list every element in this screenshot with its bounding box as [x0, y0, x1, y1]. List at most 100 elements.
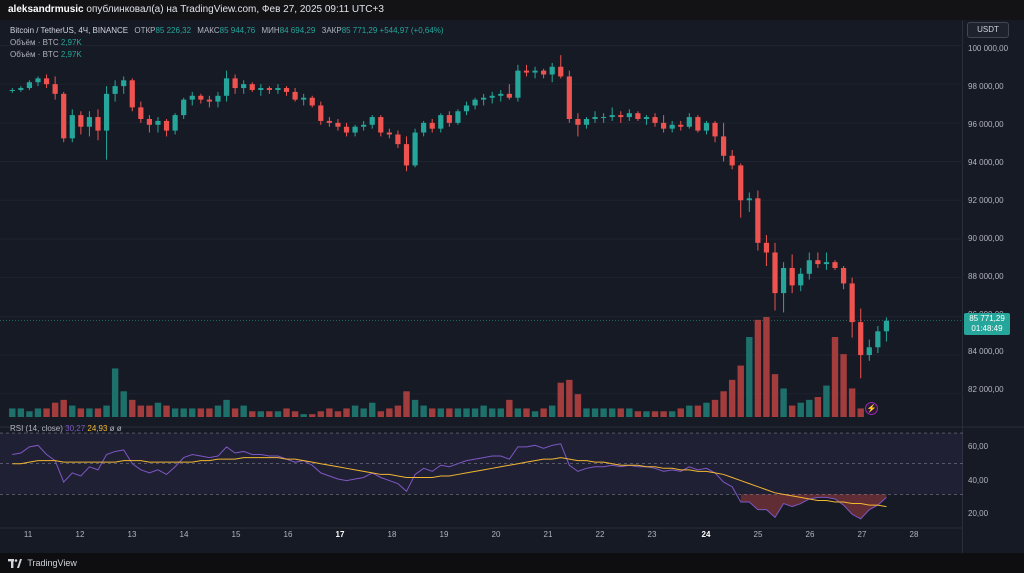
tradingview-logo-icon[interactable] — [8, 559, 22, 569]
candle-body — [172, 115, 178, 131]
candle-body — [223, 78, 230, 96]
candle-body — [421, 122, 427, 133]
open-label: ОТКР — [134, 26, 156, 35]
rsi-ma-value: 24,93 — [87, 424, 108, 433]
candle-body — [352, 126, 358, 133]
candle-body — [446, 115, 452, 123]
candle-body — [455, 111, 461, 123]
candle-body — [386, 132, 392, 135]
time-axis-label: 17 — [335, 530, 345, 539]
time-axis-label: 23 — [647, 530, 657, 539]
candle-body — [866, 347, 872, 356]
volume-bar — [60, 399, 67, 417]
change-value: +544,97 (+0,64%) — [379, 26, 444, 35]
volume-label: Объём · BTC — [10, 38, 59, 47]
volume-bar — [857, 408, 864, 417]
candle-body — [103, 93, 110, 131]
candle-body — [738, 165, 744, 201]
candle-body — [241, 84, 247, 89]
volume-bar — [9, 408, 16, 417]
volume-bar — [249, 411, 256, 417]
volume-bar — [351, 405, 359, 417]
volume-bar — [154, 402, 162, 417]
volume-bar — [771, 374, 779, 417]
candle-body — [506, 93, 512, 98]
price-axis-label: 92 000,00 — [968, 196, 1004, 205]
lightning-alert-icon[interactable]: ⚡ — [865, 402, 878, 415]
candle-body — [832, 262, 838, 268]
candle-body — [755, 198, 761, 243]
rsi-name: RSI (14, close) — [10, 424, 63, 433]
volume-bar — [343, 408, 350, 417]
volume-bar — [43, 408, 50, 417]
rsi-pane — [0, 426, 1024, 529]
candle-body — [335, 122, 341, 127]
candle-body — [146, 118, 153, 125]
candle-body — [669, 124, 675, 129]
volume-legend-row[interactable]: Объём · BTC 2,97K — [10, 37, 444, 49]
time-axis-label: 16 — [283, 530, 293, 539]
last-price-value: 85 771,29 — [969, 314, 1005, 323]
volume-bar — [223, 399, 230, 417]
volume-bar — [129, 399, 136, 417]
time-axis-label: 25 — [753, 530, 763, 539]
published-text: опублинковал(а) на TradingView.com, Фев … — [86, 4, 384, 15]
candle-body — [18, 88, 24, 90]
volume-bar — [111, 368, 119, 417]
candle-body — [86, 117, 93, 127]
main-legend: Bitcoin / TetherUS, 4Ч, BINANCE ОТКР85 2… — [10, 25, 444, 61]
time-axis[interactable]: 11 12 13 14 15 16 17 18 19 20 21 22 23 2… — [0, 530, 963, 544]
footer-bar: TradingView — [0, 553, 1024, 573]
volume-bar — [668, 411, 676, 417]
rsi-axis-label: 20,00 — [968, 509, 989, 518]
volume-bar — [394, 405, 402, 417]
candle-body — [369, 117, 375, 125]
volume-bar — [531, 411, 539, 417]
candle-body — [232, 78, 238, 89]
volume-bar — [608, 408, 616, 417]
candle-body — [163, 120, 170, 131]
candle-body — [155, 120, 161, 125]
currency-button[interactable]: USDT — [967, 22, 1009, 38]
volume-bar — [523, 408, 530, 417]
candle-body — [489, 95, 495, 98]
candle-body — [283, 88, 290, 92]
candle-body — [121, 80, 127, 87]
volume-bar — [574, 394, 582, 417]
volume-bar — [17, 408, 25, 417]
candle-body — [78, 115, 84, 127]
volume-bar — [806, 399, 813, 417]
candle-body — [849, 283, 855, 323]
rsi-oversold-fill — [740, 494, 887, 519]
candle-body — [215, 95, 221, 102]
bar-countdown: 01:48:49 — [971, 324, 1003, 333]
low-value: 84 694,29 — [279, 26, 316, 35]
candle-body — [69, 115, 75, 139]
volume-label: Объём · BTC — [10, 50, 59, 59]
volume-bar — [171, 408, 179, 417]
rsi-legend[interactable]: RSI (14, close) 30,27 24,93 ø ø — [10, 424, 122, 433]
publication-header: aleksandrmusic опублинковал(а) на Tradin… — [0, 0, 1024, 20]
candle-body — [720, 136, 727, 156]
candle-body — [626, 113, 632, 118]
volume-legend-row[interactable]: Объём · BTC 2,97K — [10, 49, 444, 61]
price-axis-label: 100 000,00 — [968, 44, 1009, 53]
time-axis-label: 28 — [909, 530, 919, 539]
author-name[interactable]: aleksandrmusic — [8, 4, 84, 15]
candle-body — [558, 66, 564, 77]
volume-bar — [548, 405, 556, 417]
tradingview-brand[interactable]: TradingView — [27, 558, 77, 568]
time-axis-label: 13 — [127, 530, 137, 539]
volume-bar — [694, 405, 702, 417]
volume-bar — [137, 405, 145, 417]
candle-body — [549, 66, 555, 75]
volume-bar — [780, 388, 787, 417]
price-pane-border — [0, 20, 963, 553]
rsi-ma-line — [12, 457, 887, 508]
candle-body — [823, 262, 830, 265]
symbol-description[interactable]: Bitcoin / TetherUS, 4Ч, BINANCE — [10, 26, 129, 35]
time-axis-label: 19 — [439, 530, 449, 539]
low-label: МИН — [261, 26, 280, 35]
volume-bar — [797, 402, 804, 417]
